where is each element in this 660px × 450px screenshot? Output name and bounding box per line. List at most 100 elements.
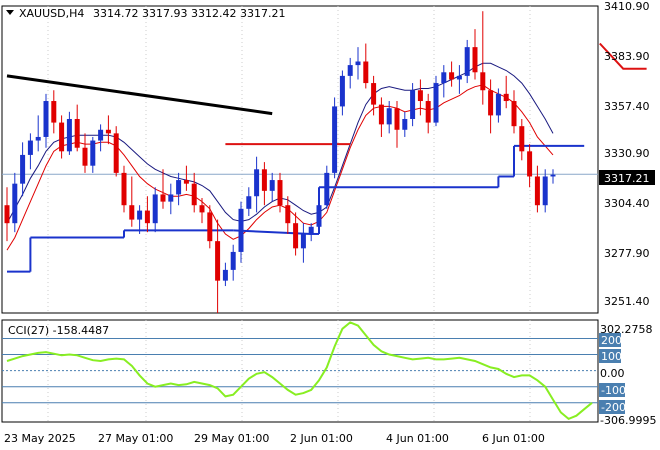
- candle-bear: [425, 101, 431, 123]
- candle-bear: [207, 212, 213, 242]
- candle-bear: [59, 122, 65, 152]
- candle-bull: [550, 174, 556, 177]
- cci-tick: -200: [601, 401, 626, 414]
- candle-bull: [332, 106, 338, 173]
- price-tick: 3330.90: [604, 147, 650, 160]
- price-tick: 3304.40: [604, 197, 650, 210]
- symbol-label: XAUUSD,H4: [19, 7, 84, 20]
- candle-bull: [20, 154, 26, 184]
- candle-bear: [488, 90, 494, 116]
- candle-bull: [542, 176, 548, 206]
- time-tick: 27 May 01:00: [98, 432, 173, 445]
- candle-bull: [441, 72, 447, 84]
- candle-bull: [347, 65, 353, 76]
- candle-bull: [433, 83, 439, 123]
- candle-bull: [410, 90, 416, 119]
- candle-bull: [168, 194, 174, 202]
- candle-bull: [230, 251, 236, 270]
- candle-bear: [82, 147, 88, 166]
- candle-bull: [269, 180, 275, 191]
- current-price-label: 3317.21: [604, 172, 650, 185]
- candle-bear: [480, 72, 486, 91]
- cci-level-box: [599, 383, 625, 397]
- candle-bear: [378, 104, 384, 125]
- candle-bull: [300, 233, 306, 249]
- candle-bear: [363, 61, 369, 84]
- dropdown-triangle-icon[interactable]: [6, 10, 14, 15]
- candle-bear: [74, 118, 80, 148]
- candle-bull: [456, 75, 462, 80]
- support-step-line: [233, 229, 312, 235]
- candle-bear: [4, 205, 10, 224]
- time-tick: 4 Jun 01:00: [386, 432, 449, 445]
- candle-bull: [27, 140, 33, 155]
- price-tick: 3410.90: [604, 0, 650, 13]
- candle-bear: [503, 93, 509, 102]
- candle-bear: [144, 210, 150, 224]
- candle-bear: [472, 47, 478, 73]
- candle-bear: [371, 83, 377, 105]
- price-tick: 3357.40: [604, 100, 650, 113]
- price-layer: [2, 6, 647, 313]
- cci-line: [6, 321, 593, 421]
- candle-bull: [66, 118, 72, 152]
- time-tick: 29 May 01:00: [194, 432, 269, 445]
- cci-axis: CCI(27) -158.4487 302.2758 200 100 0.00 …: [8, 323, 656, 427]
- candle-bear: [277, 180, 283, 206]
- candle-bull: [35, 136, 41, 141]
- candle-bear: [160, 194, 166, 202]
- candle-bull: [152, 194, 158, 224]
- time-tick: 6 Jun 01:00: [482, 432, 545, 445]
- cci-indicator-label: CCI(27) -158.4487: [8, 324, 109, 337]
- candle-bear: [293, 223, 299, 249]
- candle-bull: [222, 269, 228, 281]
- chart-header: XAUUSD,H4 3314.72 3317.93 3312.42 3317.2…: [6, 7, 285, 20]
- price-tick: 3251.40: [604, 295, 650, 308]
- candle-bear: [129, 205, 135, 220]
- candle-bear: [113, 133, 119, 173]
- candle-bear: [519, 126, 525, 152]
- time-tick: 23 May 2025: [4, 432, 76, 445]
- candle-bull: [495, 93, 501, 116]
- candle-bull: [254, 169, 260, 197]
- candle-bear: [449, 72, 455, 80]
- candle-bear: [199, 205, 205, 213]
- signal-mark: [599, 42, 647, 70]
- cci-tick: -306.9995: [600, 414, 656, 427]
- candle-bear: [511, 101, 517, 127]
- cci-tick: -100: [601, 384, 626, 397]
- candle-bull: [238, 208, 244, 252]
- candle-bull: [308, 226, 314, 234]
- price-axis: 3410.90 3383.90 3357.40 3330.90 3304.40 …: [599, 0, 655, 308]
- candle-bull: [98, 129, 104, 141]
- ohlc-values: 3314.72 3317.93 3312.42 3317.21: [93, 7, 285, 20]
- candle-bull: [12, 183, 18, 224]
- candle-bear: [215, 241, 221, 281]
- time-axis: 23 May 2025 27 May 01:00 29 May 01:00 2 …: [4, 432, 545, 445]
- candle-bear: [417, 90, 423, 102]
- price-tick: 3383.90: [604, 50, 650, 63]
- candle-bull: [402, 118, 408, 130]
- cci-layer: [2, 320, 598, 422]
- cci-level-box: [599, 400, 625, 414]
- candle-bull: [464, 47, 470, 76]
- candle-bull: [386, 108, 392, 125]
- time-tick: 2 Jun 01:00: [290, 432, 353, 445]
- trend-line: [6, 74, 273, 116]
- current-price-tag: [599, 170, 655, 185]
- candle-bear: [261, 169, 267, 191]
- candle-bull: [43, 101, 49, 137]
- cci-tick: 302.2758: [600, 323, 653, 336]
- price-panel: [1, 5, 599, 314]
- candle-bull: [90, 140, 96, 166]
- candle-bull: [324, 172, 330, 206]
- price-tick: 3277.90: [604, 247, 650, 260]
- cci-level-box: [599, 333, 621, 347]
- candle-bear: [191, 183, 197, 206]
- candle-bear: [527, 151, 533, 177]
- cci-tick: 100: [601, 350, 622, 363]
- candle-bull: [316, 205, 322, 227]
- cci-tick: 200: [601, 334, 622, 347]
- candle-bear: [183, 180, 189, 184]
